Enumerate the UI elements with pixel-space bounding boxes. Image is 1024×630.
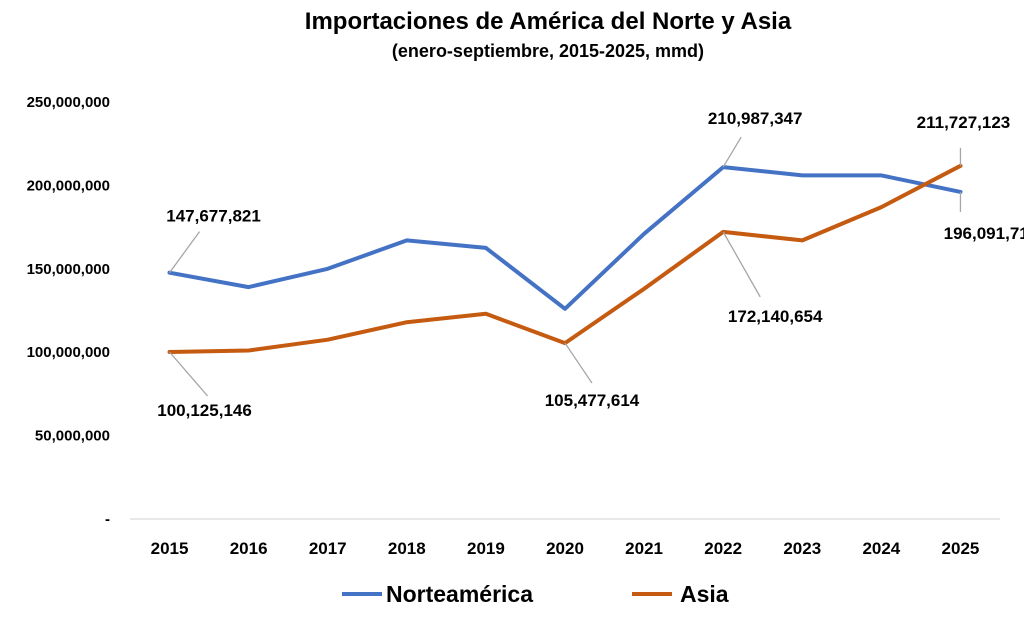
data-label: 105,477,614 (545, 391, 640, 410)
legend-label-asia: Asia (680, 581, 729, 607)
data-label: 100,125,146 (157, 401, 252, 420)
series-layer (167, 163, 963, 354)
leader-line (722, 136, 742, 168)
leader-lines (169, 136, 962, 397)
leader-line (564, 342, 593, 384)
x-tick-label: 2025 (942, 539, 980, 558)
data-label: 196,091,711 (944, 224, 1024, 243)
data-label: 211,727,123 (917, 113, 1011, 132)
legend: Norteamérica Asia (342, 581, 729, 607)
y-tick-label: 150,000,000 (27, 261, 110, 278)
legend-label-norteamerica: Norteamérica (386, 581, 533, 607)
x-tick-label: 2017 (309, 539, 347, 558)
x-tick-label: 2019 (467, 539, 505, 558)
y-tick-label: 200,000,000 (27, 177, 110, 194)
x-axis: 2015 2016 2017 2018 2019 2020 2021 2022 2023 2024… (151, 539, 980, 558)
series-line-asia (167, 163, 963, 354)
x-tick-label: 2022 (704, 539, 742, 558)
data-label: 147,677,821 (166, 207, 261, 226)
y-tick-label: 50,000,000 (35, 428, 110, 445)
leader-line (169, 231, 201, 274)
y-axis: - 50,000,000 100,000,000 150,000,000 200,000… (27, 94, 110, 528)
chart-subtitle: (enero-septiembre, 2015-2025, mmd) (392, 41, 704, 61)
x-tick-label: 2018 (388, 539, 426, 558)
x-tick-label: 2016 (230, 539, 268, 558)
y-tick-label: 100,000,000 (27, 344, 110, 361)
chart-title: Importaciones de América del Norte y Asi… (305, 8, 792, 35)
data-labels: 147,677,821 210,987,347 196,091,711 100,125… (157, 109, 1024, 420)
y-tick-label: - (105, 511, 110, 528)
x-tick-label: 2015 (151, 539, 189, 558)
x-tick-label: 2020 (546, 539, 584, 558)
data-label: 210,987,347 (708, 109, 803, 128)
series-line-norteamerica (167, 165, 963, 311)
leader-line (169, 351, 209, 397)
x-tick-label: 2023 (783, 539, 821, 558)
x-tick-label: 2024 (862, 539, 900, 558)
x-tick-label: 2021 (625, 539, 663, 558)
leader-line (722, 231, 761, 298)
y-tick-label: 250,000,000 (27, 94, 110, 111)
data-label: 172,140,654 (728, 307, 823, 326)
